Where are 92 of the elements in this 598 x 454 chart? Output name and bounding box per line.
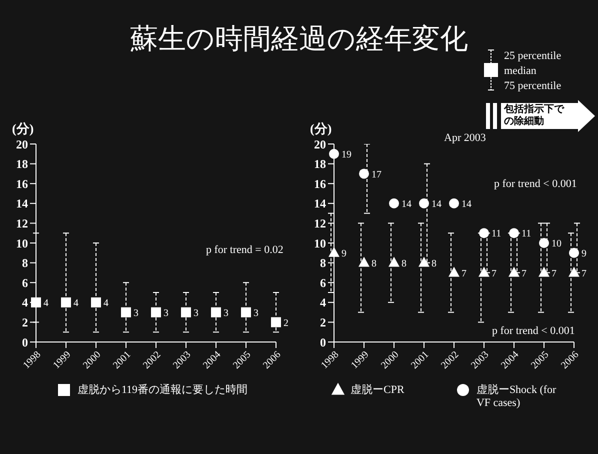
y-tick-label: 10 [314, 236, 326, 250]
point [508, 266, 520, 277]
y-tick-label: 0 [320, 335, 326, 350]
point [91, 297, 101, 308]
point [419, 198, 429, 208]
x-tick-label: 1998 [21, 349, 44, 372]
x-tick-label: 1998 [319, 349, 342, 372]
text: Apr 2003 [444, 132, 486, 144]
annotation: p for trend < 0.001 [492, 325, 575, 337]
point [181, 307, 191, 318]
y-tick-label: 8 [22, 256, 28, 270]
y-tick-label: 16 [16, 176, 28, 191]
point [539, 238, 549, 248]
data-label: 2 [284, 318, 289, 329]
point [478, 266, 490, 277]
y-tick-label: 8 [320, 256, 326, 270]
chart-title: 蘇生の時間経過の経年変化 [130, 22, 468, 55]
legend-label: 虚脱ーCPR [350, 383, 404, 397]
point [359, 168, 369, 179]
y-axis-title: (分) [12, 120, 35, 138]
point [358, 256, 370, 267]
text: 包括指示下での除細動 [504, 104, 564, 128]
data-label: 3 [194, 308, 199, 319]
data-label: 11 [492, 228, 502, 240]
data-label: 3 [134, 308, 139, 319]
point [329, 148, 339, 159]
point [388, 256, 400, 267]
y-tick-label: 12 [16, 216, 28, 230]
data-label: 7 [552, 268, 557, 280]
data-label: 11 [522, 228, 532, 240]
annotation: p for trend = 0.02 [206, 244, 284, 256]
y-tick-label: 20 [314, 137, 326, 152]
data-label: 7 [462, 268, 467, 280]
y-tick-label: 14 [314, 196, 326, 211]
data-label: 7 [522, 268, 527, 280]
annotation: p for trend < 0.001 [494, 178, 577, 190]
data-label: 4 [74, 298, 79, 309]
data-label: 9 [582, 248, 587, 260]
data-label: 3 [254, 308, 259, 319]
point [568, 266, 580, 277]
data-label: 8 [372, 258, 377, 270]
data-label: 19 [342, 149, 352, 160]
point [31, 297, 41, 308]
y-tick-label: 4 [22, 296, 28, 310]
y-tick-label: 12 [314, 216, 326, 230]
data-label: 14 [402, 198, 412, 210]
point [418, 256, 430, 267]
x-tick-label: 1999 [349, 349, 372, 372]
y-tick-label: 18 [16, 157, 28, 172]
y-tick-label: 16 [314, 176, 326, 191]
data-label: 17 [372, 169, 382, 180]
point [211, 307, 221, 318]
point [569, 248, 579, 258]
legend-label: 虚脱ーShock (for VF cases) [476, 383, 558, 409]
point [449, 198, 459, 208]
y-tick-label: 14 [16, 196, 28, 211]
point [389, 198, 399, 208]
point [151, 307, 161, 318]
y-tick-label: 2 [22, 315, 28, 330]
y-tick-label: 6 [22, 276, 28, 290]
data-label: 7 [582, 268, 587, 280]
data-label: 8 [432, 258, 437, 270]
point [448, 266, 460, 277]
data-label: 4 [44, 298, 49, 309]
point [538, 266, 550, 277]
y-tick-label: 10 [16, 236, 28, 250]
x-tick-label: 1999 [51, 349, 74, 372]
legend-label: 虚脱から119番の通報に要した時間 [77, 382, 248, 397]
point [328, 246, 340, 257]
point [271, 317, 281, 328]
text: 75 percentile [504, 80, 562, 92]
data-label: 3 [164, 308, 169, 319]
y-tick-label: 4 [320, 296, 326, 310]
data-label: 7 [492, 268, 497, 280]
data-label: 9 [342, 248, 347, 260]
data-label: 14 [462, 198, 472, 210]
data-label: 8 [402, 258, 407, 270]
text: median [504, 65, 536, 77]
y-tick-label: 20 [16, 137, 28, 152]
text: 25 percentile [504, 50, 562, 62]
y-tick-label: 18 [314, 157, 326, 172]
data-label: 4 [104, 298, 109, 309]
point [241, 307, 251, 318]
y-tick-label: 6 [320, 276, 326, 290]
point [121, 307, 131, 318]
data-label: 14 [432, 198, 442, 210]
y-tick-label: 2 [320, 315, 326, 330]
y-axis-title: (分) [310, 121, 332, 136]
data-label: 10 [552, 238, 562, 250]
y-tick-label: 0 [22, 335, 28, 350]
data-label: 3 [224, 308, 229, 319]
point [61, 297, 71, 308]
